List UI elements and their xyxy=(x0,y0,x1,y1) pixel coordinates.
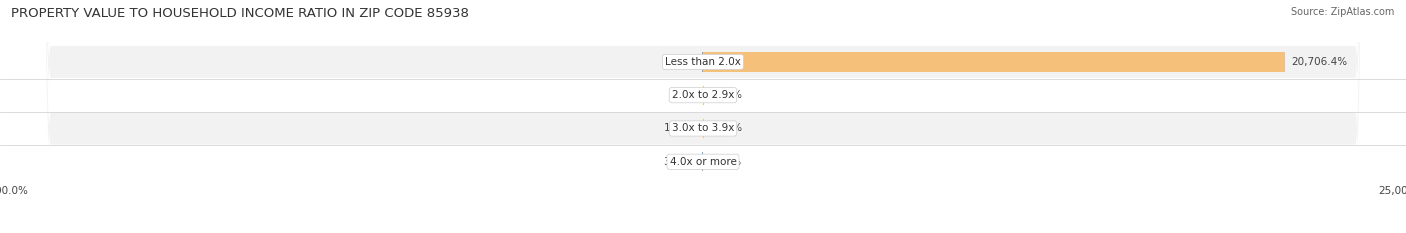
Text: Less than 2.0x: Less than 2.0x xyxy=(665,57,741,67)
Bar xyxy=(703,52,1285,72)
Text: 3.0x to 3.9x: 3.0x to 3.9x xyxy=(672,123,734,134)
Text: 16.1%: 16.1% xyxy=(664,123,697,134)
Text: Source: ZipAtlas.com: Source: ZipAtlas.com xyxy=(1291,7,1395,17)
Text: 4.0x or more: 4.0x or more xyxy=(669,157,737,167)
Legend: Without Mortgage, With Mortgage: Without Mortgage, With Mortgage xyxy=(596,231,810,233)
Text: 2.0x to 2.9x: 2.0x to 2.9x xyxy=(672,90,734,100)
Text: 6.8%: 6.8% xyxy=(671,90,697,100)
Text: 37.0%: 37.0% xyxy=(664,157,696,167)
Text: 20,706.4%: 20,706.4% xyxy=(1291,57,1347,67)
Text: 39.6%: 39.6% xyxy=(664,57,696,67)
Text: PROPERTY VALUE TO HOUSEHOLD INCOME RATIO IN ZIP CODE 85938: PROPERTY VALUE TO HOUSEHOLD INCOME RATIO… xyxy=(11,7,470,20)
Text: 32.0%: 32.0% xyxy=(710,90,742,100)
Text: 24.4%: 24.4% xyxy=(709,123,742,134)
Text: 12.8%: 12.8% xyxy=(709,157,742,167)
